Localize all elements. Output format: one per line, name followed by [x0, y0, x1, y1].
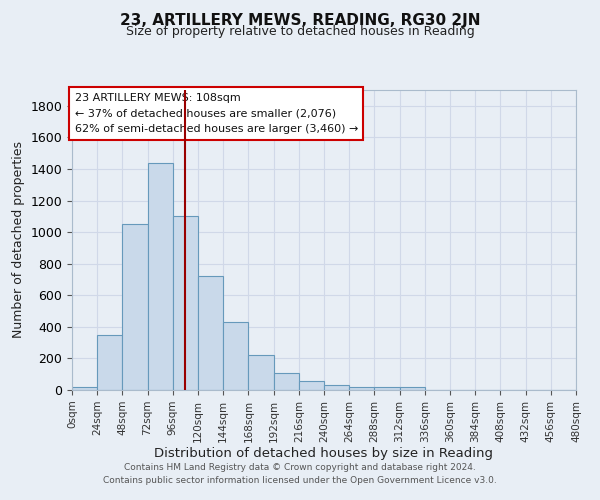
- Bar: [324, 386, 349, 390]
- Bar: [173, 216, 198, 390]
- Text: 23, ARTILLERY MEWS, READING, RG30 2JN: 23, ARTILLERY MEWS, READING, RG30 2JN: [120, 12, 480, 28]
- Text: Contains HM Land Registry data © Crown copyright and database right 2024.: Contains HM Land Registry data © Crown c…: [124, 464, 476, 472]
- Bar: [274, 374, 299, 390]
- Text: Contains public sector information licensed under the Open Government Licence v3: Contains public sector information licen…: [103, 476, 497, 485]
- Bar: [223, 322, 248, 390]
- Bar: [148, 162, 173, 390]
- Bar: [400, 387, 425, 390]
- Bar: [248, 356, 274, 390]
- Bar: [198, 276, 223, 390]
- Y-axis label: Number of detached properties: Number of detached properties: [12, 142, 25, 338]
- Bar: [122, 224, 148, 390]
- Bar: [97, 334, 122, 390]
- Bar: [349, 386, 374, 390]
- Text: Size of property relative to detached houses in Reading: Size of property relative to detached ho…: [125, 25, 475, 38]
- Bar: [299, 382, 324, 390]
- Bar: [374, 387, 400, 390]
- X-axis label: Distribution of detached houses by size in Reading: Distribution of detached houses by size …: [155, 448, 493, 460]
- Bar: [72, 387, 97, 390]
- Text: 23 ARTILLERY MEWS: 108sqm
← 37% of detached houses are smaller (2,076)
62% of se: 23 ARTILLERY MEWS: 108sqm ← 37% of detac…: [74, 93, 358, 134]
